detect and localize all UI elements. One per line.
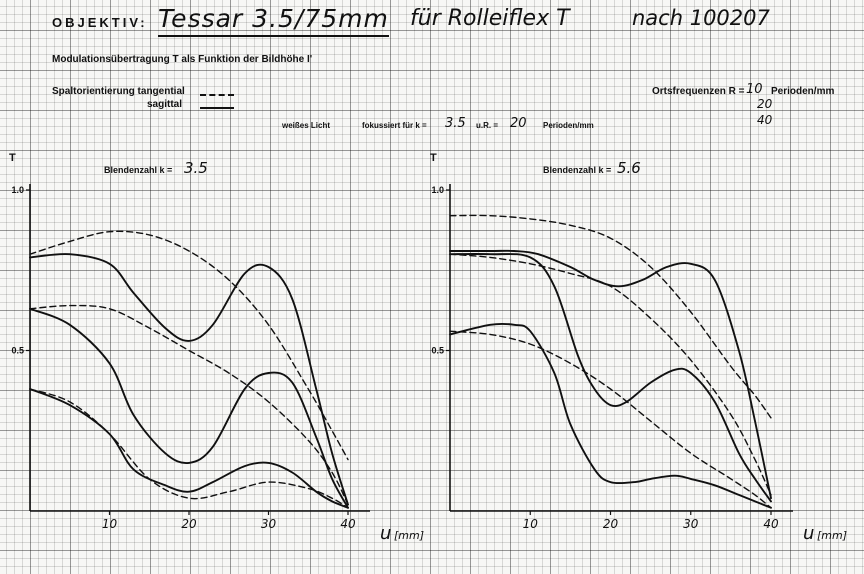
y-tick-label: 1.0 [431, 185, 444, 195]
x-tick-label: 30 [261, 517, 277, 531]
x-tick-label: 10 [523, 517, 539, 531]
left-chart-aperture: 3.5 [184, 159, 208, 177]
y-tick-label: 0.5 [11, 346, 24, 356]
frequency-value-3: 40 [757, 113, 773, 127]
sagittal-curve-3 [449, 322, 772, 509]
legend-sagittal-label: sagittal [147, 99, 183, 110]
right-chart-aperture: 5.6 [617, 159, 641, 177]
x-tick-label: 40 [340, 517, 356, 531]
frequency-unit: Perioden/mm [771, 86, 835, 97]
camera-title: für Rolleiflex T [410, 6, 570, 31]
condition-unit: Perioden/mm [543, 121, 594, 130]
left-chart-ylabel: T [9, 152, 16, 164]
tangential-curve-3 [449, 330, 772, 509]
x-tick-label: 30 [683, 517, 699, 531]
left-chart-title: Blendenzahl k = [104, 165, 173, 175]
frequency-label: Ortsfrequenzen R = [652, 86, 745, 97]
right-chart-ylabel: T [430, 152, 437, 164]
sagittal-curve-1 [449, 249, 772, 500]
x-tick-label: 20 [181, 517, 197, 531]
tangential-curve-3 [29, 388, 349, 509]
x-axis-label: u [803, 523, 814, 544]
sagittal-curve-3 [29, 388, 349, 509]
x-tick-label: 10 [102, 517, 118, 531]
serial-title: nach 100207 [632, 6, 770, 30]
tangential-curve-2 [29, 304, 349, 506]
x-axis-unit: [mm] [817, 529, 847, 542]
frequency-value-1: 10 [746, 82, 763, 97]
lens-title: Tessar 3.5/75mm [158, 4, 389, 37]
condition-ur-label: u.R. = [476, 121, 499, 130]
condition-focus-label: fokussiert für k = [362, 121, 427, 130]
right-chart-title: Blendenzahl k = [543, 165, 612, 175]
condition-r-value: 20 [510, 116, 527, 131]
x-axis-unit: [mm] [394, 529, 424, 542]
legend-tangential-label: Spaltorientierung tangential [52, 86, 185, 97]
sagittal-curve-2 [29, 307, 349, 509]
objektiv-label: OBJEKTIV: [52, 15, 148, 30]
legend-sagittal-swatch [200, 107, 234, 109]
chart-subtitle: Modulationsübertragung T als Funktion de… [52, 54, 313, 65]
y-tick-label: 1.0 [11, 185, 24, 195]
x-axis-label: u [380, 523, 391, 544]
tangential-curve-2 [449, 253, 772, 496]
x-tick-label: 20 [603, 517, 619, 531]
condition-k-value: 3.5 [445, 116, 466, 131]
legend-tangential-swatch [200, 94, 234, 96]
y-tick-label: 0.5 [431, 346, 444, 356]
condition-light: weißes Licht [282, 121, 331, 130]
frequency-value-2: 20 [757, 97, 773, 111]
x-tick-label: 40 [763, 517, 779, 531]
sagittal-curve-1 [29, 253, 349, 506]
sagittal-curve-2 [449, 253, 772, 503]
tangential-curve-1 [449, 214, 772, 419]
